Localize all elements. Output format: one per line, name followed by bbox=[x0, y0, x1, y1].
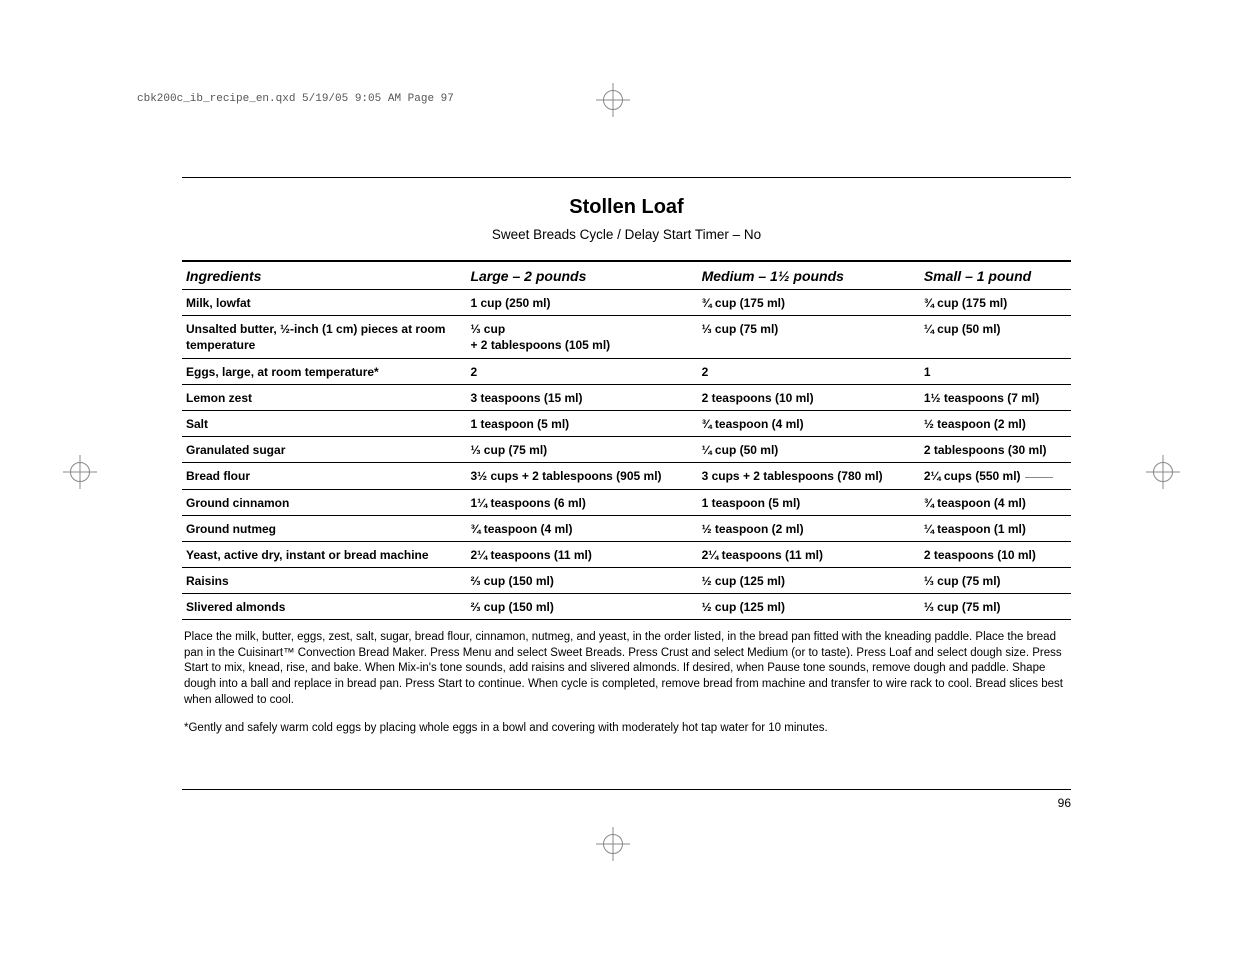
table-row: Milk, lowfat1 cup (250 ml)¾ cup (175 ml)… bbox=[182, 290, 1071, 316]
table-row: Salt1 teaspoon (5 ml)¾ teaspoon (4 ml)½ … bbox=[182, 410, 1071, 436]
cell-medium: 3 cups + 2 tablespoons (780 ml) bbox=[698, 463, 920, 489]
cell-small: ⅓ cup (75 ml) bbox=[920, 594, 1071, 620]
cell-name: Lemon zest bbox=[182, 384, 466, 410]
cell-small: ¼ teaspoon (1 ml) bbox=[920, 515, 1071, 541]
cell-medium: ½ teaspoon (2 ml) bbox=[698, 515, 920, 541]
col-small: Small – 1 pound bbox=[920, 261, 1071, 290]
table-header-row: Ingredients Large – 2 pounds Medium – 1½… bbox=[182, 261, 1071, 290]
cell-medium: 1 teaspoon (5 ml) bbox=[698, 489, 920, 515]
table-row: Slivered almonds⅔ cup (150 ml)½ cup (125… bbox=[182, 594, 1071, 620]
table-row: Yeast, active dry, instant or bread mach… bbox=[182, 541, 1071, 567]
cell-name: Yeast, active dry, instant or bread mach… bbox=[182, 541, 466, 567]
cell-name: Bread flour bbox=[182, 463, 466, 489]
cell-small: 2 teaspoons (10 ml) bbox=[920, 541, 1071, 567]
cell-large: 2 bbox=[466, 358, 697, 384]
content-area: Stollen Loaf Sweet Breads Cycle / Delay … bbox=[182, 177, 1071, 734]
col-ingredients: Ingredients bbox=[182, 261, 466, 290]
cell-medium: ½ cup (125 ml) bbox=[698, 594, 920, 620]
cell-large: ⅔ cup (150 ml) bbox=[466, 594, 697, 620]
ingredients-table: Ingredients Large – 2 pounds Medium – 1½… bbox=[182, 260, 1071, 620]
cell-small: ⅓ cup (75 ml) bbox=[920, 568, 1071, 594]
cell-medium: ¾ teaspoon (4 ml) bbox=[698, 410, 920, 436]
cell-small: ¼ cup (50 ml) bbox=[920, 316, 1071, 358]
crop-mark-bottom bbox=[603, 834, 633, 864]
cell-name: Eggs, large, at room temperature* bbox=[182, 358, 466, 384]
cell-large: 3½ cups + 2 tablespoons (905 ml) bbox=[466, 463, 697, 489]
cell-small: 1½ teaspoons (7 ml) bbox=[920, 384, 1071, 410]
cell-large: 1 teaspoon (5 ml) bbox=[466, 410, 697, 436]
crop-mark-right bbox=[1153, 462, 1183, 492]
cell-medium: 2¼ teaspoons (11 ml) bbox=[698, 541, 920, 567]
cell-medium: ⅓ cup (75 ml) bbox=[698, 316, 920, 358]
table-row: Eggs, large, at room temperature*221 bbox=[182, 358, 1071, 384]
footer-rule bbox=[182, 789, 1071, 790]
cell-small: 1 bbox=[920, 358, 1071, 384]
footnote: *Gently and safely warm cold eggs by pla… bbox=[182, 722, 1071, 734]
table-row: Bread flour3½ cups + 2 tablespoons (905 … bbox=[182, 463, 1071, 489]
table-row: Ground nutmeg¾ teaspoon (4 ml)½ teaspoon… bbox=[182, 515, 1071, 541]
recipe-title: Stollen Loaf bbox=[182, 196, 1071, 219]
cell-large: ⅓ cup+ 2 tablespoons (105 ml) bbox=[466, 316, 697, 358]
cell-name: Granulated sugar bbox=[182, 437, 466, 463]
col-medium: Medium – 1½ pounds bbox=[698, 261, 920, 290]
cell-medium: 2 teaspoons (10 ml) bbox=[698, 384, 920, 410]
cell-large: 3 teaspoons (15 ml) bbox=[466, 384, 697, 410]
cell-small: 2 tablespoons (30 ml) bbox=[920, 437, 1071, 463]
cell-large: ¾ teaspoon (4 ml) bbox=[466, 515, 697, 541]
cell-large: 2¼ teaspoons (11 ml) bbox=[466, 541, 697, 567]
table-row: Raisins⅔ cup (150 ml)½ cup (125 ml)⅓ cup… bbox=[182, 568, 1071, 594]
cell-name: Ground cinnamon bbox=[182, 489, 466, 515]
cell-name: Salt bbox=[182, 410, 466, 436]
recipe-subtitle: Sweet Breads Cycle / Delay Start Timer –… bbox=[182, 227, 1071, 242]
cell-medium: 2 bbox=[698, 358, 920, 384]
cell-name: Ground nutmeg bbox=[182, 515, 466, 541]
table-row: Lemon zest3 teaspoons (15 ml)2 teaspoons… bbox=[182, 384, 1071, 410]
cell-name: Milk, lowfat bbox=[182, 290, 466, 316]
crop-mark-top bbox=[603, 90, 633, 120]
prepress-header: cbk200c_ib_recipe_en.qxd 5/19/05 9:05 AM… bbox=[137, 93, 454, 105]
instructions-paragraph: Place the milk, butter, eggs, zest, salt… bbox=[182, 630, 1071, 708]
cell-large: ⅓ cup (75 ml) bbox=[466, 437, 697, 463]
cell-large: 1¼ teaspoons (6 ml) bbox=[466, 489, 697, 515]
crop-mark-left bbox=[70, 462, 100, 492]
cell-medium: ½ cup (125 ml) bbox=[698, 568, 920, 594]
col-large: Large – 2 pounds bbox=[466, 261, 697, 290]
page-number: 96 bbox=[1058, 796, 1071, 810]
table-row: Ground cinnamon1¼ teaspoons (6 ml)1 teas… bbox=[182, 489, 1071, 515]
cell-name: Unsalted butter, ½-inch (1 cm) pieces at… bbox=[182, 316, 466, 358]
cell-medium: ¼ cup (50 ml) bbox=[698, 437, 920, 463]
cell-medium: ¾ cup (175 ml) bbox=[698, 290, 920, 316]
cell-small: ¾ cup (175 ml) bbox=[920, 290, 1071, 316]
table-row: Granulated sugar⅓ cup (75 ml)¼ cup (50 m… bbox=[182, 437, 1071, 463]
cell-large: 1 cup (250 ml) bbox=[466, 290, 697, 316]
table-row: Unsalted butter, ½-inch (1 cm) pieces at… bbox=[182, 316, 1071, 358]
cell-small: ½ teaspoon (2 ml) bbox=[920, 410, 1071, 436]
cell-small: ¾ teaspoon (4 ml) bbox=[920, 489, 1071, 515]
cell-name: Slivered almonds bbox=[182, 594, 466, 620]
cell-name: Raisins bbox=[182, 568, 466, 594]
cell-large: ⅔ cup (150 ml) bbox=[466, 568, 697, 594]
cell-small: 2¼ cups (550 ml) bbox=[920, 463, 1071, 489]
